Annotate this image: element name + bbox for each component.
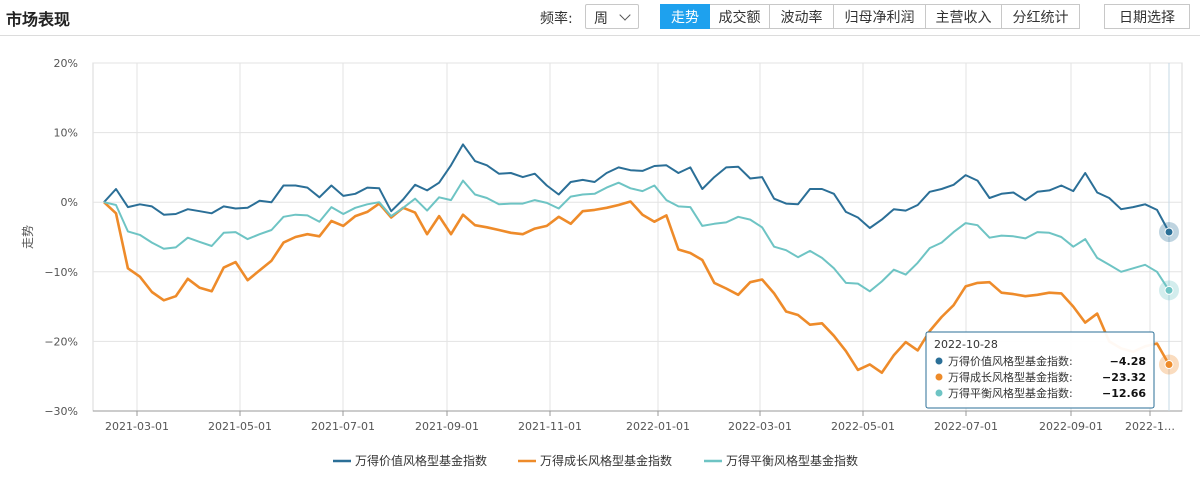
trend-chart[interactable]: 20% 10% 0% −10% −20% −30% 2021-03-01 2021-05-0… bbox=[0, 36, 1200, 481]
tooltip-label: 万得成长风格型基金指数: bbox=[948, 370, 1073, 384]
tooltip-value: −4.28 bbox=[1110, 355, 1146, 368]
x-tick-label: 2022-09-01 bbox=[1039, 420, 1103, 433]
marker-dot-3 bbox=[1164, 285, 1174, 295]
tooltip-date: 2022-10-28 bbox=[934, 338, 998, 351]
series-line-2 bbox=[103, 200, 1171, 375]
tooltip-label: 万得平衡风格型基金指数: bbox=[948, 386, 1073, 400]
y-tick-label: 0% bbox=[61, 196, 78, 209]
y-tick-label: −30% bbox=[44, 405, 78, 418]
tooltip-value: −23.32 bbox=[1102, 371, 1146, 384]
y-tick-label: −20% bbox=[44, 335, 78, 348]
legend-label-1: 万得价值风格型基金指数 bbox=[355, 453, 487, 468]
x-tick-label: 2021-07-01 bbox=[311, 420, 375, 433]
tooltip-value: −12.66 bbox=[1102, 387, 1146, 400]
marker-dot-1 bbox=[1164, 227, 1174, 237]
tooltip-swatch bbox=[935, 389, 943, 397]
legend: 万得价值风格型基金指数 万得成长风格型基金指数 万得平衡风格型基金指数 bbox=[333, 453, 858, 468]
x-tick-label: 2022-03-01 bbox=[728, 420, 792, 433]
tab-volatility[interactable]: 波动率 bbox=[770, 4, 834, 29]
marker-dot-2 bbox=[1164, 360, 1174, 370]
chevron-down-icon bbox=[619, 9, 631, 21]
x-tick-label: 2021-09-01 bbox=[415, 420, 479, 433]
legend-label-2: 万得成长风格型基金指数 bbox=[540, 453, 672, 468]
tab-net-profit[interactable]: 归母净利润 bbox=[834, 4, 926, 29]
series-line-3 bbox=[103, 179, 1170, 293]
x-axis: 2021-03-01 2021-05-01 2021-07-01 2021-09-01… bbox=[93, 410, 1182, 433]
y-axis: 20% 10% 0% −10% −20% −30% bbox=[44, 57, 78, 418]
tooltip: 2022-10-28 万得价值风格型基金指数: −4.28 万得成长风格型基金指数:… bbox=[925, 331, 1155, 409]
page-title: 市场表现 bbox=[6, 10, 71, 29]
x-tick-label: 2021-05-01 bbox=[208, 420, 272, 433]
tab-turnover[interactable]: 成交额 bbox=[710, 4, 770, 29]
grid bbox=[92, 62, 1183, 412]
x-tick-label: 2022-07-01 bbox=[934, 420, 998, 433]
tab-trend[interactable]: 走势 bbox=[660, 4, 710, 29]
x-tick-label: 2022-01-01 bbox=[626, 420, 690, 433]
series-line-1 bbox=[103, 143, 1170, 233]
y-axis-label: 走势 bbox=[21, 225, 35, 249]
x-tick-label: 2021-11-01 bbox=[518, 420, 582, 433]
tooltip-label: 万得价值风格型基金指数: bbox=[948, 354, 1073, 368]
tooltip-swatch bbox=[935, 373, 943, 381]
tooltip-box bbox=[925, 331, 1155, 409]
tab-dividend[interactable]: 分红统计 bbox=[1002, 4, 1080, 29]
frequency-label: 频率: bbox=[540, 11, 573, 27]
x-tick-label: 2021-03-01 bbox=[105, 420, 169, 433]
frequency-value: 周 bbox=[594, 11, 608, 27]
frequency-select[interactable]: 周 bbox=[585, 4, 639, 29]
series-lines bbox=[103, 143, 1171, 375]
tooltip-swatch bbox=[935, 357, 943, 365]
metric-tabs: 走势 成交额 波动率 归母净利润 主营收入 分红统计 bbox=[660, 4, 1080, 29]
tab-revenue[interactable]: 主营收入 bbox=[926, 4, 1002, 29]
y-tick-label: 20% bbox=[54, 57, 78, 70]
legend-label-3: 万得平衡风格型基金指数 bbox=[726, 453, 858, 468]
date-select-button[interactable]: 日期选择 bbox=[1104, 4, 1190, 29]
x-tick-label: 2022-05-01 bbox=[831, 420, 895, 433]
y-tick-label: −10% bbox=[44, 266, 78, 279]
hover-markers bbox=[1159, 221, 1179, 375]
y-tick-label: 10% bbox=[54, 127, 78, 140]
x-tick-label: 2022-1… bbox=[1125, 420, 1175, 433]
header: 市场表现 频率: 周 走势 成交额 波动率 归母净利润 主营收入 分红统计 日期… bbox=[0, 0, 1200, 36]
